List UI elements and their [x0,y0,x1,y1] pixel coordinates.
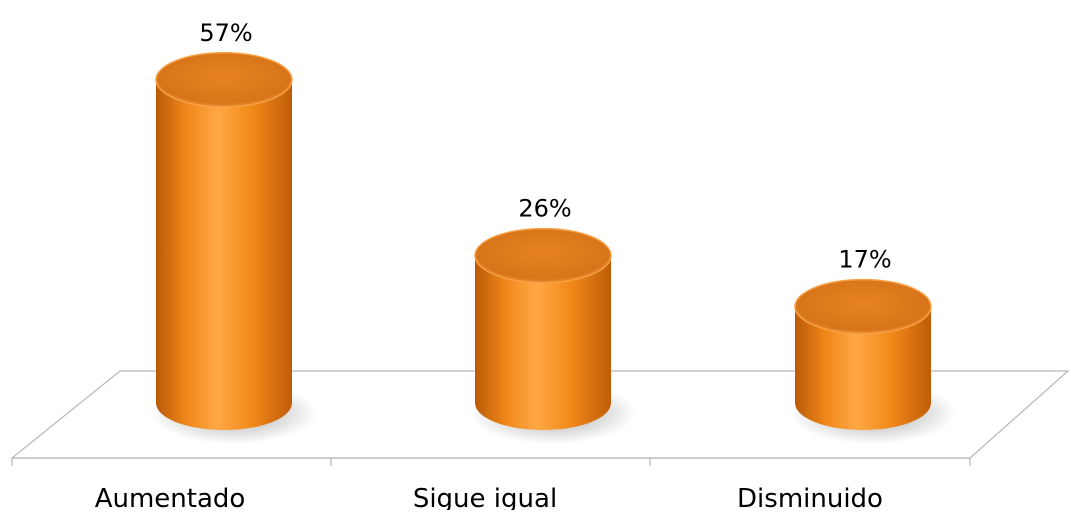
category-tick-label: Sigue igual [413,484,557,510]
bar-sigue-igual [469,227,637,444]
labels-group: 57% Aumentado 26% Sigue igual 17% Disminuido [95,19,892,514]
bar-aumentado [150,52,318,444]
data-label: 17% [838,246,891,274]
data-label: 26% [518,195,571,223]
data-label: 57% [199,19,252,47]
bar-top [794,278,932,335]
bar-body [475,255,611,430]
bar-top [474,227,612,284]
bar-body [795,306,931,430]
category-tick-label: Disminuido [737,484,883,510]
bar-body [156,79,292,430]
bar-disminuido [789,278,957,444]
bars-group [150,52,957,444]
category-tick-label: Aumentado [95,484,246,510]
bar-top [155,52,293,108]
